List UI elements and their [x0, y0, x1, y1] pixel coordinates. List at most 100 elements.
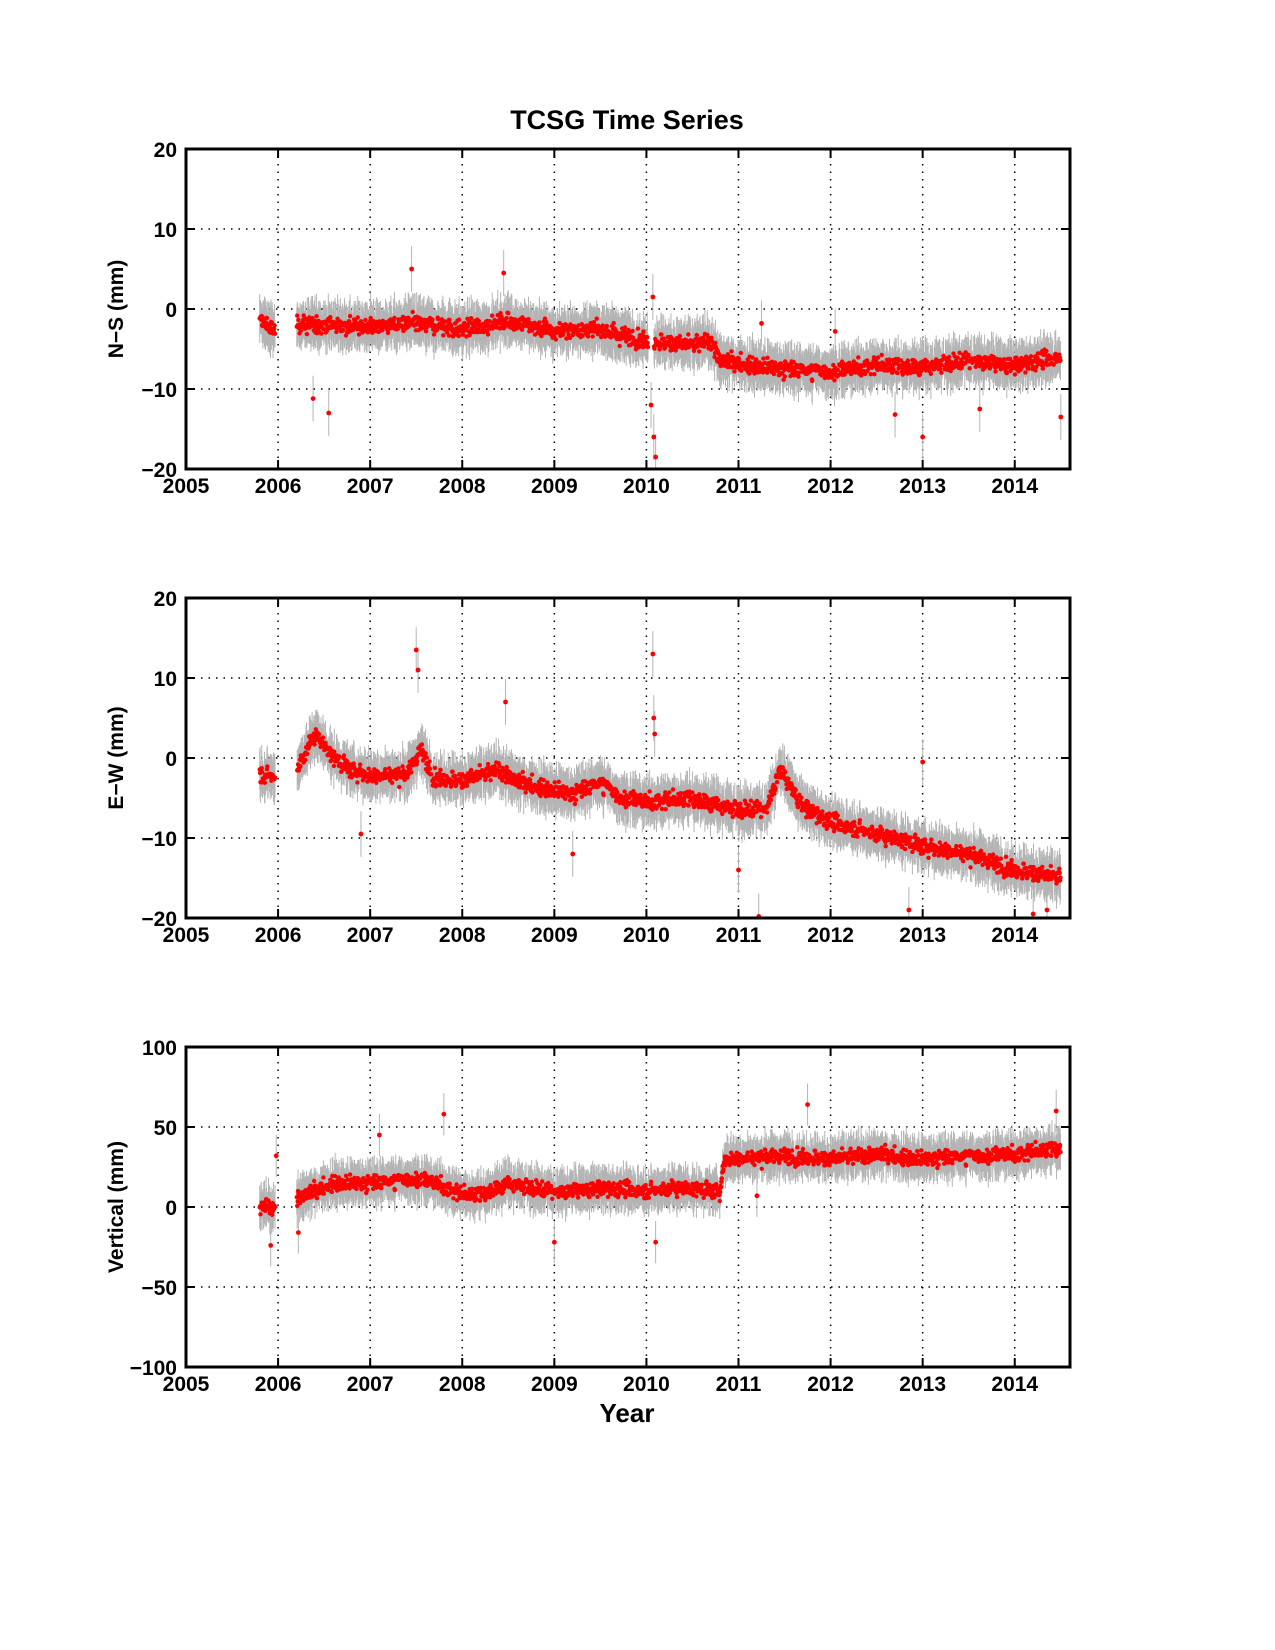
data-point	[832, 378, 837, 383]
data-point	[966, 352, 971, 357]
data-point	[441, 333, 446, 338]
y-axis-label: N−S (mm)	[105, 260, 128, 359]
data-point	[737, 359, 742, 364]
data-point	[506, 310, 511, 316]
data-point	[1058, 358, 1063, 363]
data-point	[295, 313, 300, 318]
data-point	[661, 336, 666, 341]
data-point	[456, 317, 462, 322]
data-point	[334, 329, 339, 335]
data-point	[380, 327, 385, 333]
data-point	[754, 357, 759, 362]
data-point	[335, 316, 340, 321]
data-point	[319, 331, 324, 336]
ns-panel: 2005 2006 2007 2008 2009 2010 2011 2012 2013 2014…	[105, 139, 1072, 498]
outlier-point	[326, 410, 332, 416]
data-point	[946, 354, 952, 360]
data-point	[781, 377, 786, 382]
data-point	[732, 369, 737, 374]
data-point	[580, 333, 585, 338]
data-point	[747, 371, 752, 376]
data-point	[526, 317, 531, 322]
data-point	[272, 323, 277, 328]
data-point	[272, 326, 277, 331]
x-tick-label: 2007	[347, 475, 394, 498]
data-point	[343, 321, 348, 326]
data-point	[341, 328, 346, 333]
data-point	[386, 327, 391, 332]
data-point	[487, 319, 492, 324]
data-point	[677, 333, 683, 339]
data-point	[544, 319, 549, 325]
data-point	[761, 356, 766, 361]
data-point	[673, 348, 678, 353]
outlier-point	[892, 412, 898, 417]
data-point	[485, 332, 491, 337]
data-point	[563, 322, 569, 328]
data-point	[765, 355, 770, 360]
data-point	[709, 335, 714, 340]
data-point	[641, 329, 646, 334]
data-point	[1012, 372, 1018, 377]
error-bars	[259, 246, 1062, 469]
outlier-point	[310, 396, 316, 401]
data-point	[645, 344, 651, 350]
data-point	[537, 320, 542, 325]
data-point	[435, 317, 441, 322]
data-point	[590, 334, 595, 339]
data-point	[967, 366, 972, 371]
data-point	[645, 334, 650, 340]
data-point	[738, 350, 743, 356]
data-point	[875, 355, 881, 360]
data-point	[611, 320, 616, 326]
data-point	[895, 370, 900, 376]
data-point	[586, 334, 591, 339]
data-point	[617, 343, 622, 349]
outlier-point	[832, 329, 838, 334]
data-point	[652, 346, 657, 351]
data-point	[464, 334, 469, 339]
data-point	[423, 329, 429, 334]
data-point	[356, 332, 362, 337]
data-point	[542, 316, 548, 321]
data-point	[355, 315, 360, 320]
data-point	[469, 316, 474, 321]
data-point	[431, 332, 437, 337]
data-point	[716, 351, 722, 357]
data-point	[272, 331, 278, 336]
data-point	[446, 333, 452, 338]
figure-title: TCSG Time Series	[510, 105, 744, 135]
data-point	[419, 326, 424, 331]
outlier-point	[501, 270, 507, 276]
data-point	[567, 335, 573, 340]
data-point	[410, 309, 415, 315]
data-point	[557, 320, 562, 326]
data-point	[594, 316, 599, 321]
data-point	[635, 326, 641, 331]
data-point	[448, 323, 454, 328]
data-point	[566, 332, 571, 337]
data-point	[304, 331, 310, 337]
x-tick-label: 2008	[439, 475, 486, 498]
data-point	[939, 370, 944, 375]
data-point	[600, 323, 605, 328]
data-point	[328, 315, 333, 320]
data-point	[856, 355, 861, 360]
x-tick-label: 2013	[899, 475, 946, 498]
data-point	[1023, 370, 1028, 375]
data-point	[432, 323, 438, 328]
data-point	[553, 337, 559, 342]
data-point	[729, 349, 734, 354]
data-point	[1004, 370, 1009, 376]
grid	[186, 149, 1070, 469]
outlier-point	[409, 266, 415, 272]
data-point	[395, 326, 400, 332]
data-point	[872, 372, 877, 377]
data-point	[659, 332, 664, 337]
data-point	[392, 315, 397, 321]
data-point	[504, 315, 509, 321]
data-point	[782, 374, 787, 379]
data-point	[750, 355, 755, 360]
data-point	[519, 327, 525, 332]
